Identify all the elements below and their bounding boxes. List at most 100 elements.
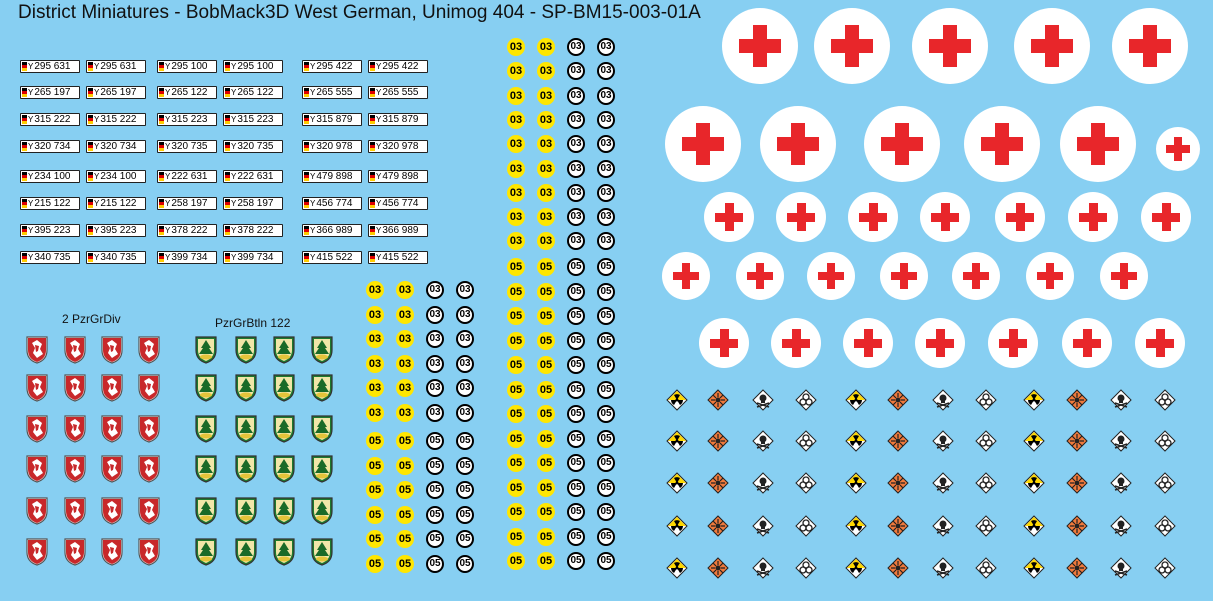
number-decal: 05 <box>426 481 444 499</box>
number-decal: 03 <box>567 159 585 178</box>
plate-prefix: Y <box>94 88 100 97</box>
german-flag-icon <box>88 62 93 71</box>
plate-prefix: Y <box>231 88 237 97</box>
german-flag-icon <box>370 88 375 97</box>
number-decal: 05 <box>366 456 384 475</box>
plate-prefix: Y <box>310 226 316 235</box>
number-decal: 03 <box>396 354 414 373</box>
license-plate: Y265 122 <box>223 86 283 99</box>
radiation-icon <box>845 430 867 452</box>
plate-number: 258 197 <box>237 198 274 209</box>
license-plate: Y265 555 <box>368 86 428 99</box>
plate-number: 320 734 <box>34 141 71 152</box>
number-decal: 03 <box>426 281 444 299</box>
number-decal: 03 <box>507 62 525 81</box>
plate-number: 320 734 <box>100 141 137 152</box>
red-cross-icon <box>776 192 826 242</box>
number-decal: 03 <box>507 86 525 105</box>
division-shield-icon <box>101 336 123 364</box>
number-decal: 03 <box>597 62 615 81</box>
radiation-icon <box>666 515 688 537</box>
poison-skull-icon <box>752 472 774 494</box>
explosive-icon <box>887 515 909 537</box>
plate-prefix: Y <box>231 62 237 71</box>
red-cross-icon <box>848 192 898 242</box>
number-decal: 03 <box>597 135 615 154</box>
license-plate: Y315 223 <box>223 113 283 126</box>
poison-skull-icon <box>932 557 954 579</box>
division-shield-icon <box>64 336 86 364</box>
division-shield-icon <box>64 538 86 566</box>
license-plate: Y399 734 <box>223 251 283 264</box>
number-decal: 03 <box>426 354 444 373</box>
german-flag-icon <box>88 172 93 181</box>
license-plate: Y222 631 <box>157 170 217 183</box>
license-plate: Y378 222 <box>157 224 217 237</box>
number-decal: 05 <box>597 454 615 472</box>
number-decal: 05 <box>597 478 615 497</box>
number-decal: 05 <box>507 307 525 325</box>
number-decal: 05 <box>567 331 585 350</box>
cross-bar <box>796 203 806 231</box>
division-shield-icon <box>101 415 123 443</box>
license-plate: Y415 522 <box>368 251 428 264</box>
radiation-icon <box>666 472 688 494</box>
license-plate: Y295 422 <box>368 60 428 73</box>
number-decal: 03 <box>456 330 474 348</box>
cross-bar <box>791 122 805 166</box>
number-decal: 03 <box>507 110 525 129</box>
german-flag-icon <box>88 199 93 208</box>
german-flag-icon <box>304 172 309 181</box>
plate-prefix: Y <box>231 226 237 235</box>
number-decal: 03 <box>507 135 525 154</box>
number-decal: 05 <box>567 478 585 497</box>
cross-bar <box>791 329 801 357</box>
number-decal: 05 <box>426 432 444 450</box>
number-decal: 05 <box>366 554 384 573</box>
number-decal: 05 <box>537 478 555 497</box>
sheet-title: District Miniatures - BobMack3D West Ger… <box>18 2 701 23</box>
number-decal: 05 <box>567 356 585 374</box>
german-flag-icon <box>225 88 230 97</box>
plate-prefix: Y <box>165 62 171 71</box>
cross-bar <box>943 24 957 68</box>
number-decal: 05 <box>537 282 555 301</box>
battalion-shield-icon <box>235 497 257 525</box>
german-flag-icon <box>22 142 27 151</box>
battalion-shield-icon <box>235 538 257 566</box>
battalion-shield-icon <box>311 455 333 483</box>
number-decal: 05 <box>456 481 474 499</box>
plate-number: 215 122 <box>34 198 71 209</box>
license-plate: Y315 879 <box>302 113 362 126</box>
number-decal: 05 <box>456 456 474 475</box>
number-decal: 05 <box>597 503 615 521</box>
number-decal: 03 <box>597 208 615 227</box>
german-flag-icon <box>304 62 309 71</box>
red-cross-icon <box>665 106 741 182</box>
number-decal: 05 <box>597 527 615 546</box>
radiation-icon <box>1023 389 1045 411</box>
biohazard-icon <box>795 515 817 537</box>
battalion-shield-icon <box>273 336 295 364</box>
german-flag-icon <box>22 88 27 97</box>
red-cross-icon <box>699 318 749 368</box>
red-cross-icon <box>814 8 890 84</box>
number-decal: 05 <box>366 505 384 524</box>
plate-prefix: Y <box>94 115 100 124</box>
biohazard-icon <box>1154 557 1176 579</box>
division-shield-icon <box>64 455 86 483</box>
number-decal: 03 <box>426 379 444 397</box>
poison-skull-icon <box>1110 389 1132 411</box>
division-shield-icon <box>101 374 123 402</box>
plate-prefix: Y <box>94 172 100 181</box>
explosive-icon <box>707 515 729 537</box>
number-decal: 05 <box>507 282 525 301</box>
plate-prefix: Y <box>310 199 316 208</box>
license-plate: Y295 100 <box>223 60 283 73</box>
cross-bar <box>1155 329 1165 357</box>
german-flag-icon <box>304 253 309 262</box>
license-plate: Y295 100 <box>157 60 217 73</box>
license-plate: Y320 734 <box>86 140 146 153</box>
plate-number: 234 100 <box>100 171 137 182</box>
number-decal: 05 <box>567 454 585 472</box>
